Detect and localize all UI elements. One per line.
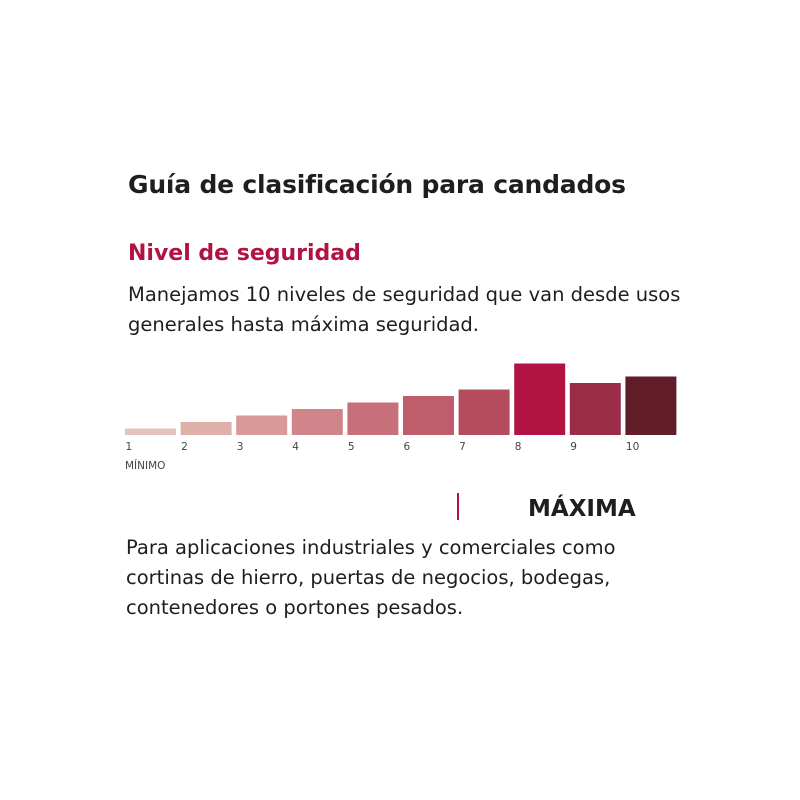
bar-level-6 — [403, 396, 454, 435]
tick-label-10: 10 — [626, 441, 639, 453]
tick-label-7: 7 — [459, 441, 466, 453]
section-description: Manejamos 10 niveles de seguridad que va… — [128, 283, 681, 336]
tick-label-1: 1 — [126, 441, 133, 453]
bar-level-2 — [180, 422, 232, 435]
tick-label-9: 9 — [570, 441, 577, 453]
level-description: Para aplicaciones industriales y comerci… — [126, 536, 616, 619]
tick-label-5: 5 — [348, 441, 355, 453]
level-divider — [457, 493, 459, 520]
bar-level-10 — [625, 376, 677, 435]
bar-level-5 — [347, 402, 399, 435]
bar-level-8 — [514, 363, 566, 435]
page-title: Guía de clasificación para candados — [128, 170, 626, 199]
bar-level-3 — [236, 415, 288, 435]
tick-label-6: 6 — [404, 441, 411, 453]
bar-level-9 — [569, 383, 621, 435]
bar-level-4 — [291, 409, 343, 435]
level-title: MÁXIMA — [528, 496, 636, 522]
tick-label-2: 2 — [181, 441, 188, 453]
tick-label-4: 4 — [292, 441, 299, 453]
bar-level-7 — [458, 389, 510, 435]
tick-label-8: 8 — [515, 441, 522, 453]
tick-label-3: 3 — [237, 441, 244, 453]
bar-level-1 — [125, 428, 176, 435]
section-subtitle: Nivel de seguridad — [128, 241, 361, 266]
min-level-label: MÍNIMO — [125, 459, 165, 472]
